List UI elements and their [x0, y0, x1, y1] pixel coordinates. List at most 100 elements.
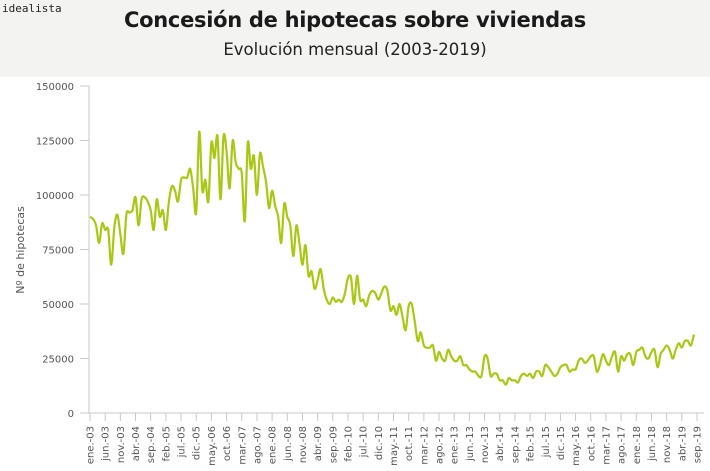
data-point [262, 166, 264, 168]
data-point [159, 216, 161, 218]
data-point [523, 373, 525, 375]
data-point [156, 198, 158, 200]
data-point [590, 355, 592, 357]
data-point [611, 355, 613, 357]
data-point [632, 364, 634, 366]
data-point [253, 155, 255, 157]
x-tick-label: dic.-05 [192, 426, 203, 460]
data-point [526, 375, 528, 377]
data-point [553, 375, 555, 377]
x-tick-label: jul.-05 [177, 426, 188, 458]
data-point [377, 299, 379, 301]
data-point [490, 375, 492, 377]
x-tick-label: dic.-10 [374, 426, 385, 460]
data-point [122, 253, 124, 255]
x-tick-label: nov.-13 [480, 426, 491, 463]
x-tick-label: jun.-08 [283, 426, 294, 462]
data-point [238, 168, 240, 170]
data-point [174, 190, 176, 192]
data-point [256, 194, 258, 196]
x-tick-label: sep.-09 [328, 426, 339, 463]
data-point [359, 299, 361, 301]
data-point [131, 209, 133, 211]
x-tick-label: abr.-14 [495, 426, 506, 461]
data-point [654, 349, 656, 351]
data-point [101, 222, 103, 224]
data-point [453, 360, 455, 362]
x-tick-label: nov.-03 [116, 426, 127, 463]
data-point [104, 229, 106, 231]
data-point [435, 360, 437, 362]
data-point [326, 299, 328, 301]
axes [88, 86, 704, 414]
data-point [532, 377, 534, 379]
y-axis-ticks: 0 25000 50000 75000 100000 125000 150000 [36, 82, 89, 420]
data-point [505, 384, 507, 386]
y-tick-label: 0 [68, 409, 74, 420]
data-point [362, 299, 364, 301]
data-point [426, 347, 428, 349]
data-point [186, 177, 188, 179]
data-point [383, 286, 385, 288]
x-tick-label: sep.-19 [693, 426, 704, 463]
x-tick-label: mar.-12 [419, 426, 430, 465]
data-point [626, 353, 628, 355]
data-point [581, 358, 583, 360]
data-point [365, 305, 367, 307]
y-tick-label: 125000 [36, 137, 74, 148]
data-point [675, 349, 677, 351]
data-point [687, 340, 689, 342]
x-tick-label: ene.-13 [450, 426, 461, 464]
data-point [201, 190, 203, 192]
x-tick-label: oct.-16 [586, 426, 597, 461]
x-tick-label: oct.-11 [404, 426, 415, 461]
y-tick-label: 75000 [42, 246, 74, 257]
data-point [462, 364, 464, 366]
data-point [471, 371, 473, 373]
data-point [587, 360, 589, 362]
data-point [250, 168, 252, 170]
x-tick-label: sep.-14 [510, 426, 521, 463]
data-point [95, 225, 97, 227]
data-point [183, 177, 185, 179]
brand-logo: idealista [2, 2, 62, 15]
data-point [332, 296, 334, 298]
data-point [198, 131, 200, 133]
data-point [344, 292, 346, 294]
data-point [578, 360, 580, 362]
data-point [314, 288, 316, 290]
data-point [274, 205, 276, 207]
data-point [135, 196, 137, 198]
data-point [468, 368, 470, 370]
data-point [432, 344, 434, 346]
data-point [660, 353, 662, 355]
x-tick-label: feb.-10 [343, 426, 354, 462]
data-point [681, 347, 683, 349]
data-point [283, 203, 285, 205]
data-point [374, 292, 376, 294]
data-point [92, 218, 94, 220]
data-point [128, 211, 130, 213]
x-tick-label: abr.-09 [313, 426, 324, 461]
data-point [304, 244, 306, 246]
data-point [171, 185, 173, 187]
data-point [547, 366, 549, 368]
data-point [423, 344, 425, 346]
data-point [638, 349, 640, 351]
x-tick-label: jul.-15 [541, 426, 552, 458]
data-point [599, 364, 601, 366]
x-tick-label: sep.-04 [146, 426, 157, 463]
data-point [556, 373, 558, 375]
x-tick-label: abr.-04 [131, 426, 142, 461]
data-point [514, 379, 516, 381]
data-point [450, 355, 452, 357]
x-tick-label: dic.-15 [556, 426, 567, 460]
data-point [499, 379, 501, 381]
data-point [195, 211, 197, 213]
data-point [268, 207, 270, 209]
data-point [493, 373, 495, 375]
data-point [162, 209, 164, 211]
data-point [690, 344, 692, 346]
data-point [459, 355, 461, 357]
data-point [244, 220, 246, 222]
